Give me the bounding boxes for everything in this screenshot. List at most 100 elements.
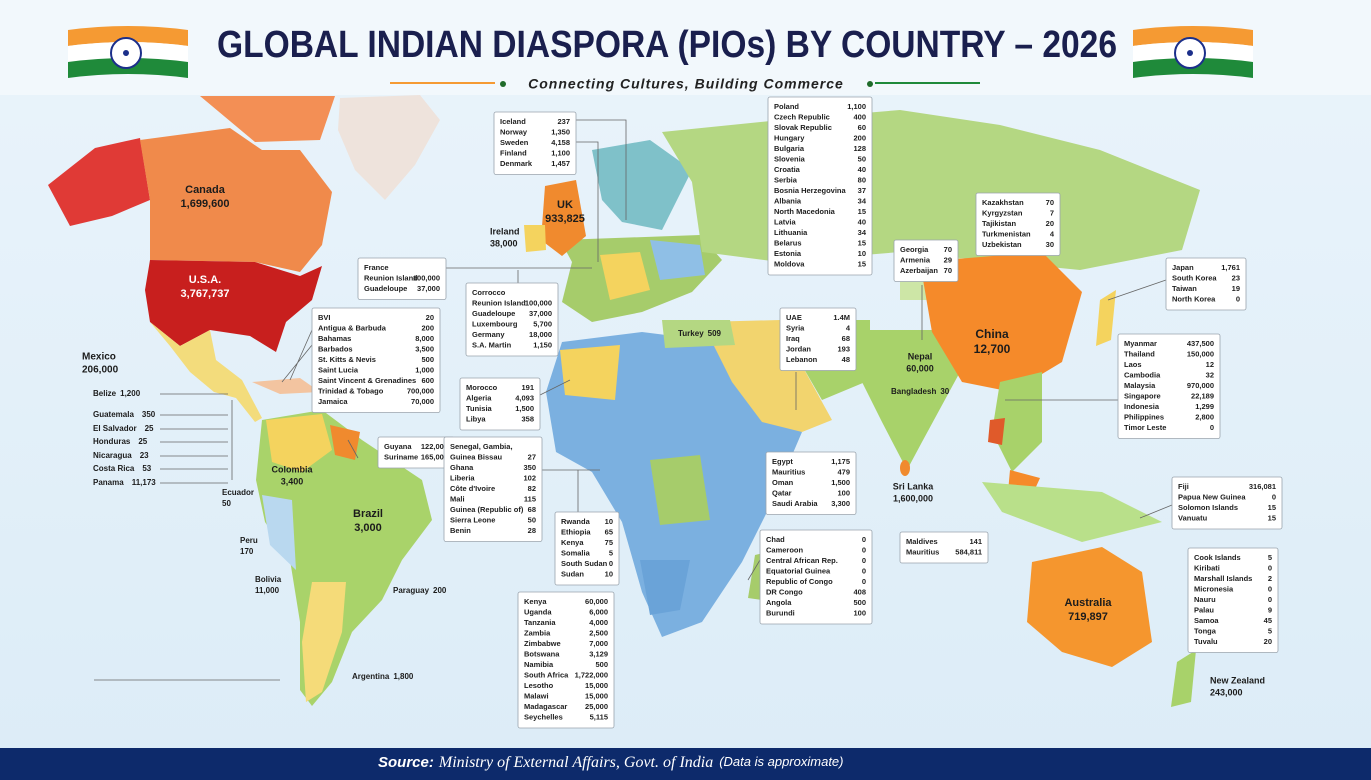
country-value: 10 — [605, 570, 613, 579]
country-name: Equatorial Guinea — [766, 567, 831, 576]
country-value: 1,100 — [847, 102, 866, 111]
country-value: 584,811 — [955, 548, 982, 557]
country-value: 191 — [521, 383, 534, 392]
country-value: 45 — [1264, 616, 1272, 625]
country-name: Slovak Republic — [774, 123, 832, 132]
country-name: Senegal, Gambia, — [450, 442, 513, 451]
country-name: Laos — [1124, 360, 1142, 369]
side-label: Honduras 25 — [93, 437, 148, 446]
country-value: 500 — [595, 660, 608, 669]
country-name: Ecuador — [222, 488, 254, 497]
country-name: Ethiopia — [561, 528, 591, 537]
country-value: 37,000 — [417, 284, 440, 293]
country-value: 5 — [609, 549, 613, 558]
data-box: Georgia 70 Armenia 29 Azerbaijan 70 — [893, 239, 959, 282]
country-value: 9 — [1268, 606, 1272, 615]
country-value: 15 — [858, 207, 866, 216]
country-name: BVI — [318, 313, 331, 322]
country-name: Seychelles — [524, 713, 563, 722]
country-name: China — [975, 327, 1009, 341]
country-value: 4,000 — [589, 618, 608, 627]
box-frame — [459, 377, 541, 431]
box-frame — [357, 257, 447, 300]
country-value: 1,500 — [515, 404, 534, 413]
country-name: Qatar — [772, 489, 792, 498]
country-value: 60 — [858, 123, 866, 132]
country-name: Argentina — [352, 672, 390, 681]
country-name: Nauru — [1194, 595, 1216, 604]
country-name: Namibia — [524, 660, 554, 669]
country-name: Georgia — [900, 245, 929, 254]
country-name: Mauritius — [906, 548, 939, 557]
country-value: 358 — [521, 415, 534, 424]
country-value: 1,000 — [415, 366, 434, 375]
country-value: 1,500 — [831, 478, 850, 487]
side-label: Costa Rica 53 — [93, 464, 152, 473]
country-name: Egypt — [772, 457, 793, 466]
country-name: Mexico — [82, 352, 116, 363]
map — [48, 95, 1200, 707]
title: GLOBAL INDIAN DIASPORA (PIOs) BY COUNTRY… — [217, 24, 1117, 66]
data-box: Morocco 191 Algeria 4,093 Tunisia 1,500 Libya 3… — [459, 377, 541, 431]
country-name: Zimbabwe — [524, 639, 561, 648]
data-box: Kazakhstan 70 Kyrgyzstan 7 Tajikistan 20 Turkm… — [975, 192, 1061, 256]
country-value: 0 — [862, 556, 866, 565]
country-name: Kenya — [524, 597, 547, 606]
country-value: 37,000 — [529, 309, 552, 318]
country-value: 22,189 — [1191, 392, 1214, 401]
leader-lines — [94, 119, 1173, 681]
country-name: Jordan — [786, 345, 811, 354]
country-value: 27 — [528, 453, 536, 462]
country-name: Moldova — [774, 260, 805, 269]
country-name: Uzbekistan — [982, 240, 1022, 249]
country-value: 2 — [1268, 574, 1272, 583]
country-value: 479 — [837, 468, 850, 477]
country-value: 60,000 — [585, 597, 608, 606]
country-name: Turkey — [678, 329, 704, 338]
country-name: Guadeloupe — [364, 284, 407, 293]
country-name: Germany — [472, 330, 505, 339]
country-name: Timor Leste — [1124, 423, 1166, 432]
country-value: 1,175 — [831, 457, 850, 466]
country-value: 115 — [524, 495, 536, 504]
data-box: Cook Islands 5 Kiribati 0 Marshall Islands 2 M… — [1187, 547, 1279, 653]
country-value: 933,825 — [545, 213, 585, 225]
map-label: Bangladesh 30 — [891, 387, 950, 396]
box-title: Corrocco — [472, 288, 506, 297]
country-name: Tunisia — [466, 404, 493, 413]
country-name: Suriname — [384, 453, 418, 462]
country-name: Tajikistan — [982, 219, 1016, 228]
box-frame — [759, 529, 873, 625]
country-name: New Zealand — [1210, 675, 1265, 685]
country-name: Somalia — [561, 549, 591, 558]
country-name: Latvia — [774, 218, 797, 227]
country-value: 200 — [421, 324, 434, 333]
country-name: Mali — [450, 495, 465, 504]
country-name: Kiribati — [1194, 564, 1220, 573]
country-name: Estonia — [774, 249, 802, 258]
country-name: Bahamas — [318, 334, 351, 343]
country-value: 1,299 — [1195, 402, 1214, 411]
subtitle: Connecting Cultures, Building Commerce — [528, 76, 844, 92]
map-label: Turkey 509 — [678, 329, 722, 338]
country-value: 23 — [140, 451, 149, 460]
flag-left — [68, 26, 188, 78]
country-value: 5,115 — [590, 713, 608, 722]
country-name: Botswana — [524, 650, 560, 659]
country-value: 19 — [1232, 284, 1240, 293]
country-value: 70 — [1046, 198, 1054, 207]
box-frame — [765, 451, 857, 515]
source: Ministry of External Affairs, Govt. of I… — [438, 754, 713, 771]
footer: Source: Ministry of External Affairs, Gov… — [378, 754, 844, 771]
box-frame — [893, 239, 959, 282]
country-value: 18,000 — [529, 330, 552, 339]
country-value: 165,000 — [421, 453, 448, 462]
country-name: Jamaica — [318, 397, 348, 406]
data-box: Kenya 60,000 Uganda 6,000 Tanzania 4,000 Zambi… — [517, 591, 615, 729]
country-value: 3,767,737 — [181, 288, 230, 300]
country-value: 0 — [609, 559, 613, 568]
map-label: Argentina 1,800 — [352, 672, 414, 681]
